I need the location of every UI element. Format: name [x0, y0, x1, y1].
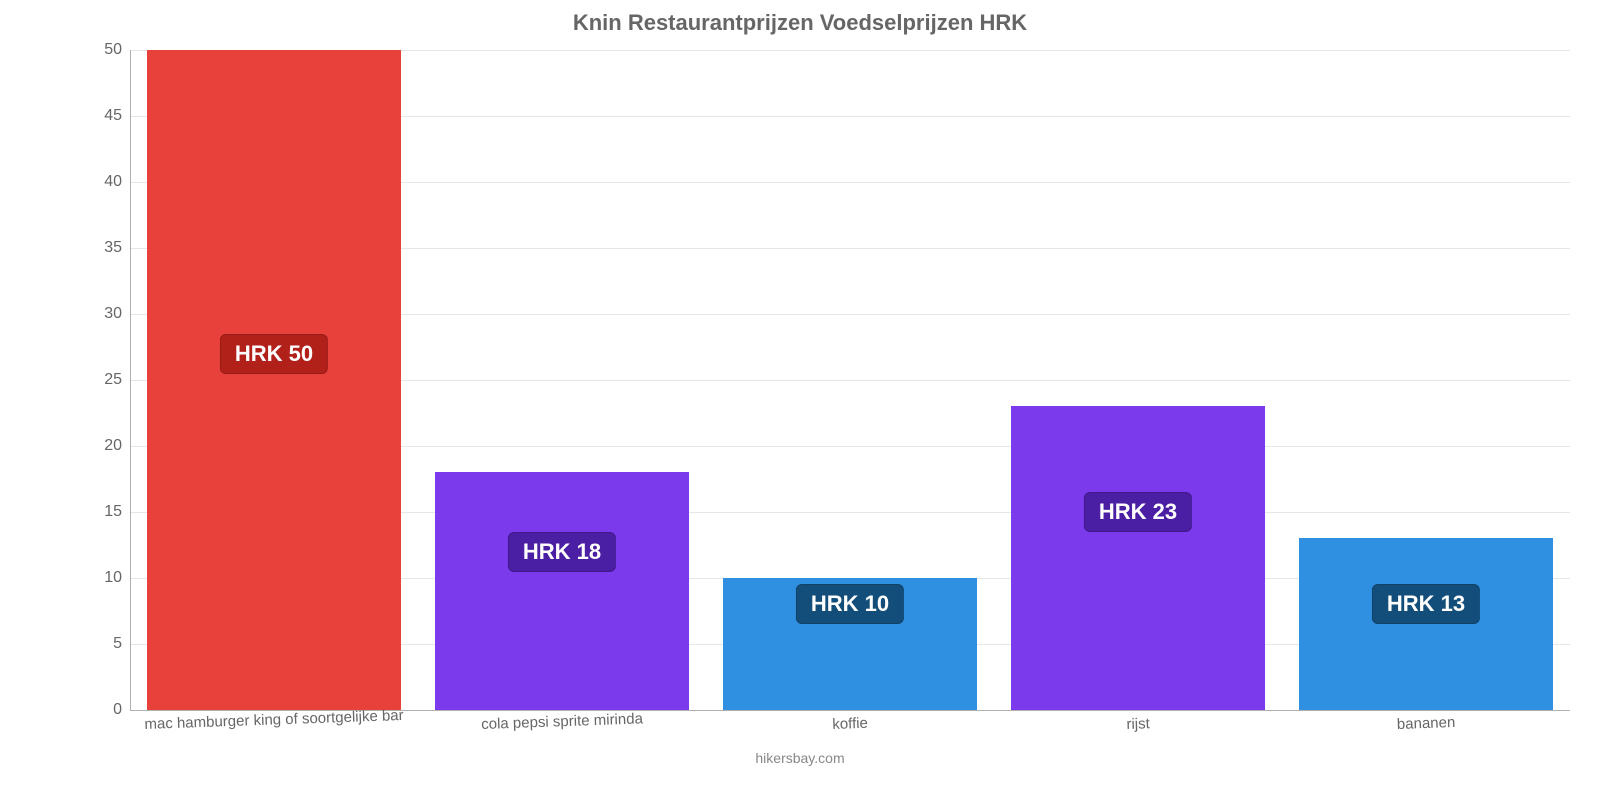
y-axis-line — [130, 50, 131, 710]
y-tick-label: 10 — [104, 569, 130, 587]
x-tick-label: bananen — [1396, 708, 1455, 733]
x-tick-label: rijst — [1126, 709, 1150, 733]
bar — [435, 472, 688, 710]
y-tick-label: 25 — [104, 371, 130, 389]
bar-chart: Knin Restaurantprijzen Voedselprijzen HR… — [0, 0, 1600, 800]
y-tick-label: 0 — [113, 701, 130, 719]
y-tick-label: 15 — [104, 503, 130, 521]
y-tick-label: 45 — [104, 107, 130, 125]
value-badge: HRK 23 — [1084, 492, 1192, 532]
chart-title: Knin Restaurantprijzen Voedselprijzen HR… — [0, 10, 1600, 36]
value-badge: HRK 13 — [1372, 584, 1480, 624]
value-badge: HRK 50 — [220, 334, 328, 374]
plot-area: 05101520253035404550mac hamburger king o… — [130, 50, 1570, 710]
value-badge: HRK 18 — [508, 532, 616, 572]
y-tick-label: 20 — [104, 437, 130, 455]
value-badge: HRK 10 — [796, 584, 904, 624]
y-tick-label: 5 — [113, 635, 130, 653]
x-tick-label: cola pepsi sprite mirinda — [481, 704, 643, 733]
x-tick-label: koffie — [832, 709, 868, 733]
bar — [147, 50, 400, 710]
y-tick-label: 30 — [104, 305, 130, 323]
y-tick-label: 50 — [104, 41, 130, 59]
y-tick-label: 35 — [104, 239, 130, 257]
y-tick-label: 40 — [104, 173, 130, 191]
attribution-text: hikersbay.com — [0, 750, 1600, 766]
bar — [1011, 406, 1264, 710]
